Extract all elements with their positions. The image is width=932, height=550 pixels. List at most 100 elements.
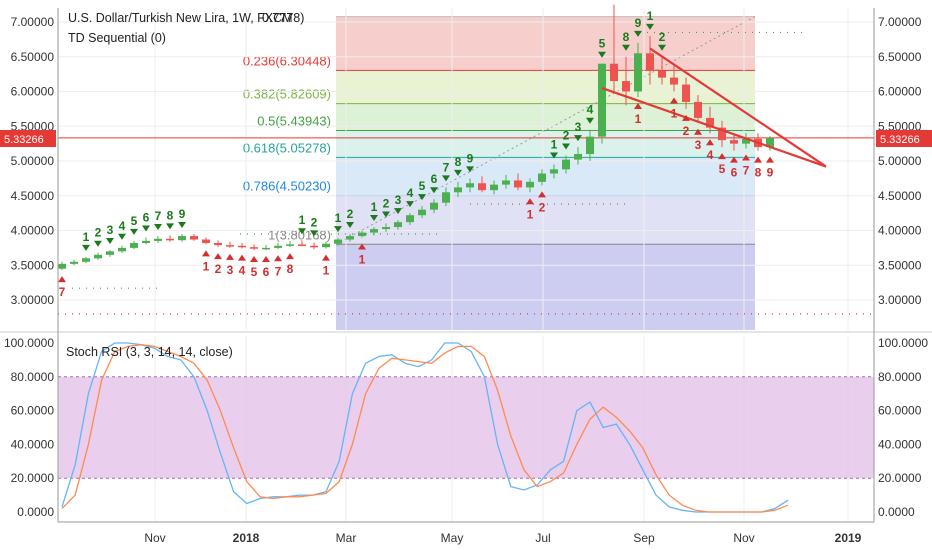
td-number: 1	[671, 107, 678, 121]
candle	[538, 169, 546, 186]
td-number: 9	[635, 16, 642, 30]
candle	[730, 133, 738, 151]
price-tick-right: 3.00000	[878, 293, 922, 307]
candle	[70, 259, 78, 266]
td-number: 9	[179, 207, 186, 221]
stoch-tick-left: 60.0000	[11, 404, 55, 418]
td-count: 8	[166, 208, 174, 230]
candle	[118, 245, 126, 253]
td-number: 4	[239, 264, 246, 278]
candle	[334, 238, 342, 246]
td-count: 1	[370, 200, 378, 222]
td-number: 2	[539, 200, 546, 214]
td-number: 5	[419, 179, 426, 193]
stoch-tick-left: 40.0000	[11, 437, 55, 451]
td-count: 2	[310, 215, 318, 237]
td-number: 1	[635, 112, 642, 126]
td-number: 6	[263, 265, 270, 279]
td-count: 9	[466, 151, 474, 173]
stoch-tick-right: 0.0000	[878, 505, 915, 519]
td-number: 6	[143, 210, 150, 224]
indicator-label: TD Sequential (0)	[68, 31, 166, 45]
candle	[94, 252, 102, 260]
td-count: 1	[550, 137, 558, 159]
stoch-tick-left: 100.0000	[4, 336, 54, 350]
td-number: 7	[443, 160, 450, 174]
candle	[514, 173, 522, 191]
time-tick: 2019	[835, 531, 862, 545]
td-count: 2	[682, 114, 690, 138]
price-tick-right: 5.00000	[878, 154, 922, 168]
td-number: 5	[131, 214, 138, 228]
td-number: 2	[383, 197, 390, 211]
candle	[154, 236, 162, 244]
td-number: 9	[767, 166, 774, 180]
td-count: 2	[562, 128, 570, 150]
price-badge-left-text: 5.33266	[4, 134, 44, 146]
td-number: 1	[299, 213, 306, 227]
candle	[178, 233, 186, 242]
td-count: 6	[430, 172, 438, 194]
td-count: 7	[742, 154, 750, 177]
candle	[706, 106, 714, 134]
td-number: 1	[551, 137, 558, 151]
td-number: 2	[95, 226, 102, 240]
candle	[286, 240, 294, 248]
stoch-tick-right: 40.0000	[878, 437, 922, 451]
candle	[250, 244, 258, 250]
stoch-tick-left: 80.0000	[11, 370, 55, 384]
candle	[130, 240, 138, 250]
fib-zone	[336, 16, 755, 71]
candle	[718, 120, 726, 148]
price-tick-right: 7.00000	[878, 15, 922, 29]
td-count: 1	[358, 243, 366, 266]
price-tick-right: 3.50000	[878, 258, 922, 272]
price-badge-left: 5.33266	[0, 130, 56, 147]
td-count: 3	[694, 128, 702, 152]
candle	[142, 237, 150, 245]
candle	[574, 147, 582, 165]
td-count: 3	[574, 120, 582, 142]
td-count: 2	[382, 197, 390, 218]
candle	[466, 178, 474, 193]
td-number: 9	[467, 151, 474, 165]
td-number: 1	[83, 230, 90, 244]
candle	[658, 56, 666, 85]
time-tick: Nov	[733, 531, 754, 545]
td-count: 8	[454, 155, 462, 176]
stoch-rsi-pane	[0, 331, 932, 513]
candle	[214, 240, 222, 248]
td-number: 3	[227, 263, 234, 277]
td-count: 7	[58, 276, 66, 299]
td-sequential-labels: 71 2 3 4 5 6 7 8 91 2 3 4 5 6 7 81 211 211 2 3 4 5 67 8 91 212345…	[58, 9, 774, 299]
candle	[202, 237, 210, 245]
candle	[262, 245, 270, 250]
candle	[502, 174, 510, 189]
td-count: 4	[118, 219, 126, 240]
td-number: 4	[119, 219, 126, 233]
td-number: 2	[659, 30, 666, 44]
td-count: 7	[274, 255, 282, 278]
price-tick-left: 3.50000	[11, 258, 55, 272]
candlesticks	[58, 4, 774, 271]
td-count: 2	[658, 30, 666, 51]
price-tick-left: 4.00000	[11, 224, 55, 238]
td-number: 6	[731, 166, 738, 180]
candle	[406, 213, 414, 225]
td-number: 8	[167, 208, 174, 222]
td-count: 1	[634, 103, 642, 126]
fib-label: 0.382(5.82609)	[243, 87, 331, 102]
fib-zone	[336, 130, 755, 158]
td-number: 8	[287, 262, 294, 276]
td-number: 5	[251, 265, 258, 279]
candle	[586, 129, 594, 161]
price-tick-right: 6.50000	[878, 50, 922, 64]
td-number: 2	[563, 128, 570, 142]
price-tick-left: 5.00000	[11, 154, 55, 168]
td-number: 2	[311, 215, 318, 229]
time-tick: Nov	[144, 531, 165, 545]
candle	[82, 256, 90, 264]
candle	[526, 178, 534, 193]
td-count: 8	[286, 253, 294, 276]
